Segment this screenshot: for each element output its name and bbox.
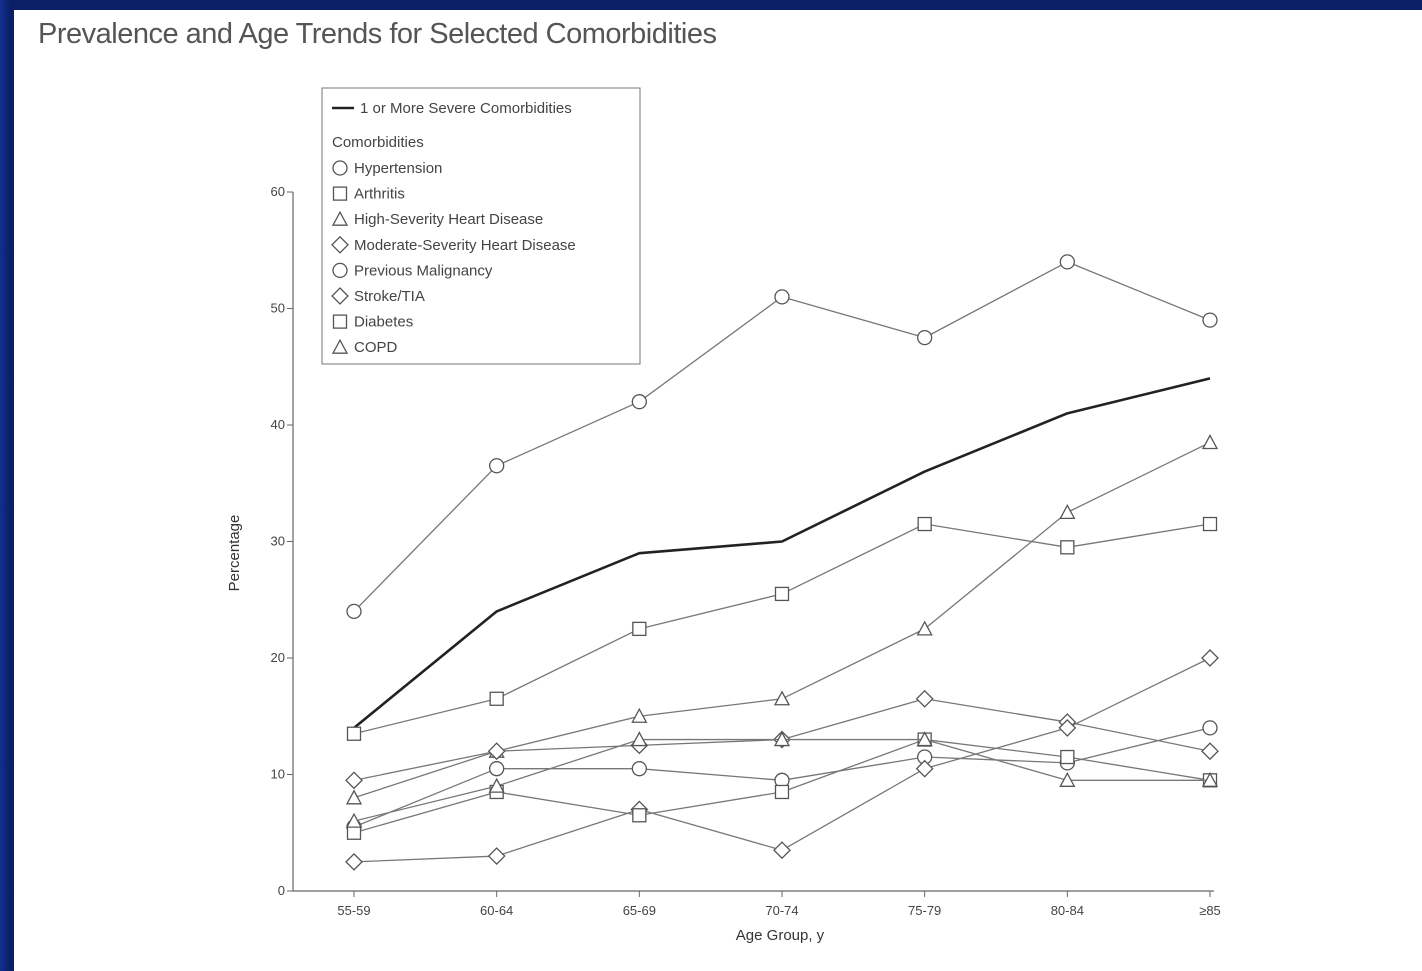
data-point	[774, 784, 790, 800]
data-point	[487, 742, 506, 761]
legend-marker	[332, 160, 348, 176]
x-tick-label: 65-69	[623, 903, 656, 918]
data-point	[915, 759, 934, 778]
legend-box	[321, 87, 641, 365]
series-line	[353, 377, 1211, 729]
data-point	[346, 603, 362, 620]
x-tick-label: 70-74	[765, 903, 798, 918]
y-axis-label: Percentage	[226, 515, 243, 592]
x-tick-label: 60-64	[480, 903, 513, 918]
data-point	[631, 761, 647, 777]
y-tick-label: 20	[271, 650, 285, 665]
data-point	[916, 620, 933, 636]
data-point	[773, 690, 791, 706]
legend-entry: COPD	[354, 339, 398, 356]
data-point	[1060, 749, 1075, 765]
data-point	[1202, 720, 1218, 736]
series-arthritis	[346, 516, 1218, 741]
data-point	[773, 731, 791, 747]
data-point	[916, 731, 933, 747]
data-point	[345, 789, 363, 805]
chart-series	[345, 254, 1219, 871]
legend-entry: Stroke/TIA	[354, 288, 425, 305]
data-point	[488, 777, 505, 793]
data-point	[1059, 504, 1076, 520]
data-point	[346, 825, 362, 840]
slide-title: Prevalence and Age Trends for Selected C…	[38, 18, 717, 50]
x-tick-label: 80-84	[1051, 903, 1084, 918]
data-point	[915, 689, 934, 708]
legend-marker	[332, 314, 348, 329]
x-tick-label: 55-59	[337, 903, 370, 918]
y-tick-label: 30	[271, 534, 285, 549]
legend-marker	[332, 186, 348, 201]
data-point	[917, 516, 932, 532]
series-high-severity-heart-disease	[345, 434, 1219, 805]
data-point	[774, 586, 790, 602]
y-tick-label: 50	[271, 301, 285, 316]
legend-entry: 1 or More Severe Comorbidities	[360, 100, 572, 117]
y-tick-label: 40	[271, 417, 285, 432]
legend-header: Comorbidities	[332, 134, 424, 151]
series-copd	[345, 731, 1219, 828]
data-point	[632, 621, 647, 637]
data-point	[631, 394, 647, 410]
data-point	[487, 847, 506, 865]
data-point	[1202, 312, 1218, 328]
data-point	[1201, 771, 1219, 787]
legend-entry: Moderate-Severity Heart Disease	[354, 237, 576, 254]
data-point	[1059, 771, 1076, 787]
data-point	[631, 707, 648, 723]
y-tick-label: 60	[271, 184, 285, 199]
chart-axes: 0 10 20 30 40 50 60 55-59 60-64 65-69 70-74 75-79 80…	[271, 184, 1221, 918]
data-point	[774, 289, 790, 305]
legend-entry: High-Severity Heart Disease	[354, 211, 543, 228]
legend-entry: Diabetes	[354, 314, 413, 331]
data-point	[1201, 434, 1219, 450]
data-point	[489, 691, 504, 706]
legend-marker	[331, 338, 349, 354]
chart-legend: 1 or More Severe Comorbidities Comorbidit…	[321, 87, 641, 365]
slide: Prevalence and Age Trends for Selected C…	[14, 10, 1422, 971]
legend-marker	[332, 262, 348, 279]
legend-entry: Previous Malignancy	[354, 262, 493, 279]
line-chart: 0 10 20 30 40 50 60 55-59 60-64 65-69 70-74 75-79 80…	[226, 87, 1221, 944]
legend-marker	[331, 210, 349, 226]
series-1-or-more-severe-comorbidities	[353, 377, 1211, 729]
legend-entry: Hypertension	[354, 160, 442, 177]
data-point	[632, 808, 647, 823]
data-point	[917, 329, 933, 346]
x-axis-label: Age Group, y	[736, 927, 825, 944]
legend-marker	[331, 235, 349, 254]
series-hypertension	[346, 254, 1218, 620]
data-point	[773, 841, 791, 860]
data-point	[631, 731, 648, 747]
data-point	[1059, 254, 1075, 270]
data-point	[346, 726, 362, 741]
data-point	[1201, 649, 1219, 667]
x-tick-label: ≥85	[1199, 903, 1221, 918]
data-point	[345, 812, 363, 828]
data-point	[345, 771, 363, 790]
y-tick-label: 0	[278, 883, 285, 898]
data-point	[1201, 742, 1219, 761]
y-tick-label: 10	[271, 767, 285, 782]
data-point	[489, 458, 505, 474]
legend-entry: Arthritis	[354, 186, 405, 203]
data-point	[1060, 540, 1075, 555]
x-tick-label: 75-79	[908, 903, 941, 918]
series-diabetes	[346, 732, 1218, 840]
data-point	[1202, 516, 1218, 532]
data-point	[489, 761, 505, 777]
data-point	[1058, 718, 1077, 737]
data-point	[345, 852, 363, 871]
legend-marker	[331, 287, 349, 305]
